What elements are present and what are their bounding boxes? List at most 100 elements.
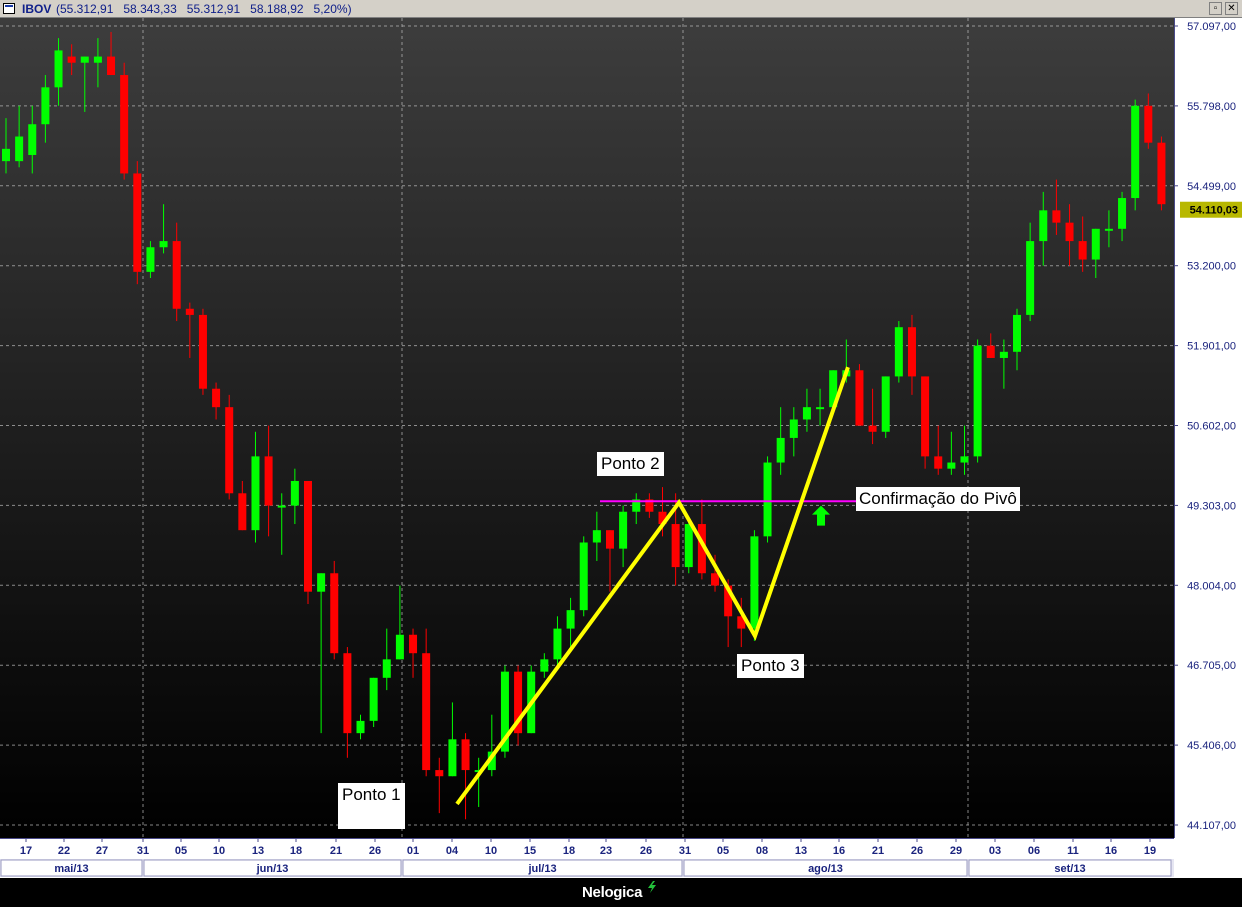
month-cell (143, 859, 402, 877)
footer-bar (0, 878, 1242, 907)
candle-body-down (238, 493, 247, 531)
month-cell (0, 859, 143, 877)
x-day-label: 15 (524, 845, 536, 857)
chart-window-icon (3, 3, 15, 14)
y-tick-label: 44.107,00 (1187, 820, 1236, 832)
candle-body-up (592, 530, 601, 543)
y-tick-label: 51.901,00 (1187, 341, 1236, 353)
candle-body-up (1039, 210, 1048, 242)
y-tick-label: 48.004,00 (1187, 580, 1236, 592)
candle-body-down (855, 370, 864, 426)
x-day-label: 29 (950, 845, 962, 857)
candle-body-up (553, 628, 562, 660)
candle-body-down (658, 511, 667, 525)
x-day-label: 26 (911, 845, 923, 857)
candle-body-down (711, 573, 720, 586)
candle-body-down (303, 480, 312, 592)
candle-body-down (461, 739, 470, 771)
candle-body-up (829, 370, 838, 408)
x-day-label: 26 (640, 845, 652, 857)
close-button[interactable]: ✕ (1225, 2, 1238, 15)
candle-body-up (619, 511, 628, 549)
x-day-label: 01 (407, 845, 419, 857)
candle-body-up (448, 739, 457, 777)
up-arrow-icon (812, 505, 830, 526)
candle-body-up (973, 345, 982, 457)
candle-body-up (1013, 314, 1022, 352)
candle-body-down (697, 524, 706, 574)
month-label: jul/13 (527, 863, 556, 875)
candle-body-down (986, 345, 995, 358)
plot-background (0, 18, 1174, 838)
candle-body-up (789, 419, 798, 438)
candle-body-down (514, 671, 523, 734)
candle-body-up (54, 50, 63, 88)
x-day-label: 10 (213, 845, 225, 857)
candle-body-up (251, 456, 260, 531)
candle-body-down (343, 653, 352, 734)
candle-body-up (579, 542, 588, 611)
month-label: set/13 (1054, 863, 1085, 875)
y-axis-panel (1174, 18, 1242, 878)
x-day-label: 26 (369, 845, 381, 857)
candle-body-down (264, 456, 273, 506)
candle-body-up (540, 659, 549, 672)
candle-body-up (2, 148, 10, 162)
candle-body-up (894, 327, 903, 377)
x-day-label: 16 (1105, 845, 1117, 857)
candle-body-up (159, 241, 168, 248)
trend-zigzag-line (455, 366, 850, 806)
candle-body-down (1157, 142, 1166, 205)
candle-body-up (146, 247, 155, 272)
x-day-label: 27 (96, 845, 108, 857)
candle-body-up (395, 634, 404, 660)
x-day-label: 23 (600, 845, 612, 857)
x-day-label: 13 (795, 845, 807, 857)
y-tick-label: 55.798,00 (1187, 101, 1236, 113)
annotation-ponto-3: Ponto 3 (737, 654, 804, 678)
candle-body-up (474, 770, 483, 773)
candle-body-down (435, 770, 444, 777)
x-day-label: 03 (989, 845, 1001, 857)
candle-body-up (684, 524, 693, 568)
candle-body-down (330, 573, 339, 654)
candle-body-up (290, 480, 299, 506)
candle-body-up (1026, 241, 1035, 315)
month-label: mai/13 (54, 863, 88, 875)
y-tick-label: 53.200,00 (1187, 261, 1236, 273)
candle-body-up (999, 351, 1008, 358)
candle-body-up (763, 462, 772, 537)
candle-body-down (724, 585, 733, 617)
candle-body-up (632, 499, 641, 512)
candle-body-down (120, 75, 129, 174)
candle-body-down (107, 56, 116, 76)
candle-body-down (67, 56, 76, 63)
x-day-label: 06 (1028, 845, 1040, 857)
annotation-pivot-confirmation: Confirmação do Pivô (856, 487, 1020, 511)
candle-body-down (934, 456, 943, 469)
candlestick-chart[interactable]: 57.097,00 55.798,00 54.499,00 53.200,00 51.9… (0, 18, 1242, 878)
minimize-button[interactable]: ▫ (1209, 2, 1222, 15)
candle-body-up (500, 671, 509, 752)
nelogica-bolt-icon (648, 881, 656, 893)
candle-body-down (737, 616, 746, 629)
x-day-label: 31 (679, 845, 691, 857)
y-tick-label: 50.602,00 (1187, 421, 1236, 433)
x-day-label: 05 (175, 845, 187, 857)
candle-body-up (802, 407, 811, 420)
x-day-label: 13 (252, 845, 264, 857)
candle-body-up (1104, 228, 1113, 231)
annotation-ponto-1: Ponto 1 (338, 783, 405, 829)
candle-body-up (1091, 228, 1100, 260)
chart-window-titlebar: IBOV (55.312,91 58.343,33 55.312,91 58.1… (0, 0, 1242, 18)
candle-body-down (645, 499, 654, 512)
candle-body-down (172, 241, 181, 309)
y-tick-label: 57.097,00 (1187, 21, 1236, 33)
candle-body-down (1078, 241, 1087, 260)
candle-body-down (921, 376, 930, 457)
candle-body-up (881, 376, 890, 432)
x-day-label: 04 (446, 845, 459, 857)
y-tick-label: 45.406,00 (1187, 740, 1236, 752)
x-day-label: 21 (872, 845, 884, 857)
candle-body-down (605, 530, 614, 549)
